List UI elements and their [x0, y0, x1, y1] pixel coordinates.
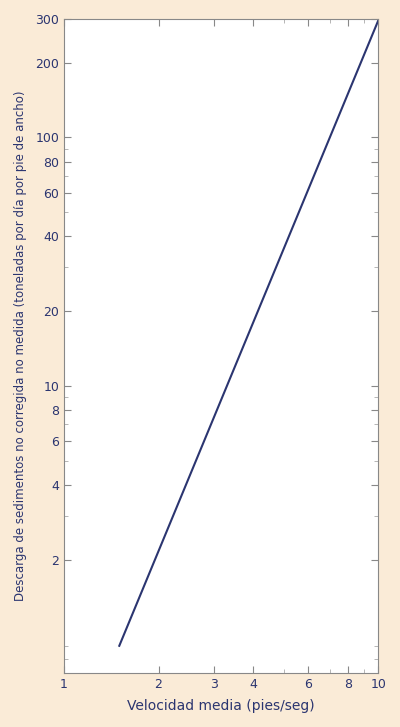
Y-axis label: Descarga de sedimentos no corregida no medida (toneladas por día por pie de anch: Descarga de sedimentos no corregida no m…	[14, 91, 27, 601]
X-axis label: Velocidad media (pies/seg): Velocidad media (pies/seg)	[127, 699, 315, 713]
